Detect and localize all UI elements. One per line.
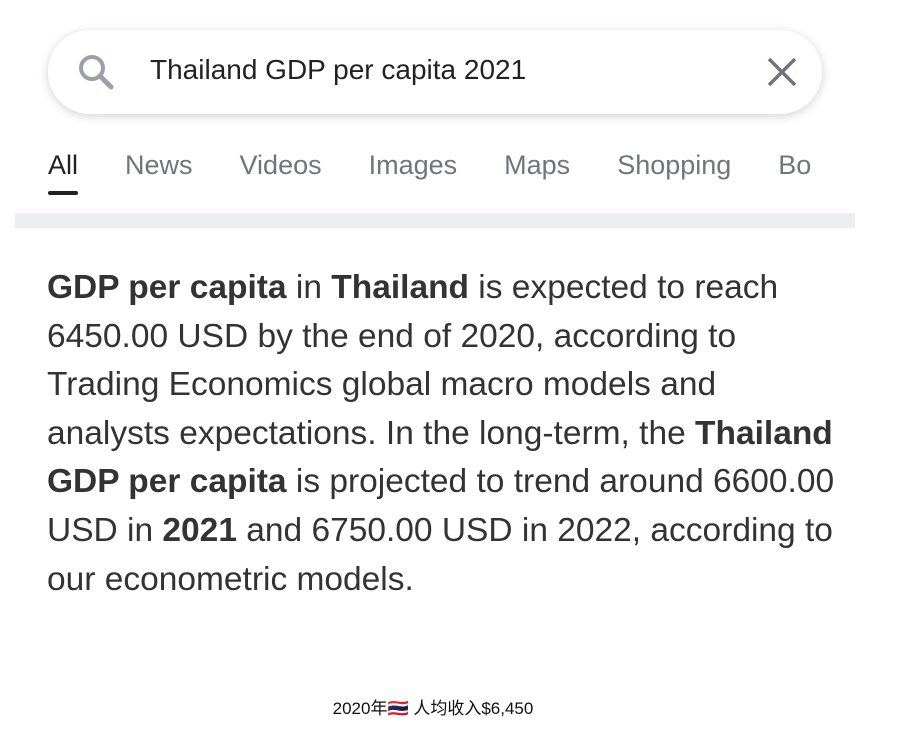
- divider: [15, 213, 855, 228]
- text: is expected to reach 6450.00 USD by the …: [47, 269, 779, 452]
- bold-text: 2021: [162, 511, 237, 549]
- tab[interactable]: Shopping: [617, 150, 732, 180]
- tab[interactable]: Videos: [239, 150, 322, 180]
- tab[interactable]: Bo: [778, 150, 812, 180]
- tab[interactable]: Images: [368, 150, 458, 180]
- text: is projected to trend around 6600.00 USD…: [47, 463, 835, 549]
- caption: 2020年🇹🇭 人均收入$6,450: [332, 699, 534, 718]
- snippet: GDP per capita in Thailand is expected t…: [47, 264, 847, 604]
- text: and 6750.00 USD in 2022, according to ou…: [47, 511, 833, 598]
- search-query[interactable]: Thailand GDP per capita 2021: [150, 54, 527, 85]
- search-icon[interactable]: [76, 52, 116, 92]
- clear-button[interactable]: [764, 54, 800, 90]
- search-bar[interactable]: Thailand GDP per capita 2021: [48, 30, 822, 114]
- tab[interactable]: Maps: [504, 150, 571, 180]
- tab[interactable]: News: [125, 150, 193, 180]
- bold-text: GDP per capita: [47, 269, 287, 306]
- tab[interactable]: All: [48, 150, 79, 196]
- text: in: [286, 269, 332, 306]
- tab-bar: All News Videos Images Maps Shopping Bo: [48, 150, 856, 200]
- bold-text: Thailand GDP per capita: [47, 414, 833, 501]
- bold-text: Thailand: [331, 269, 469, 306]
